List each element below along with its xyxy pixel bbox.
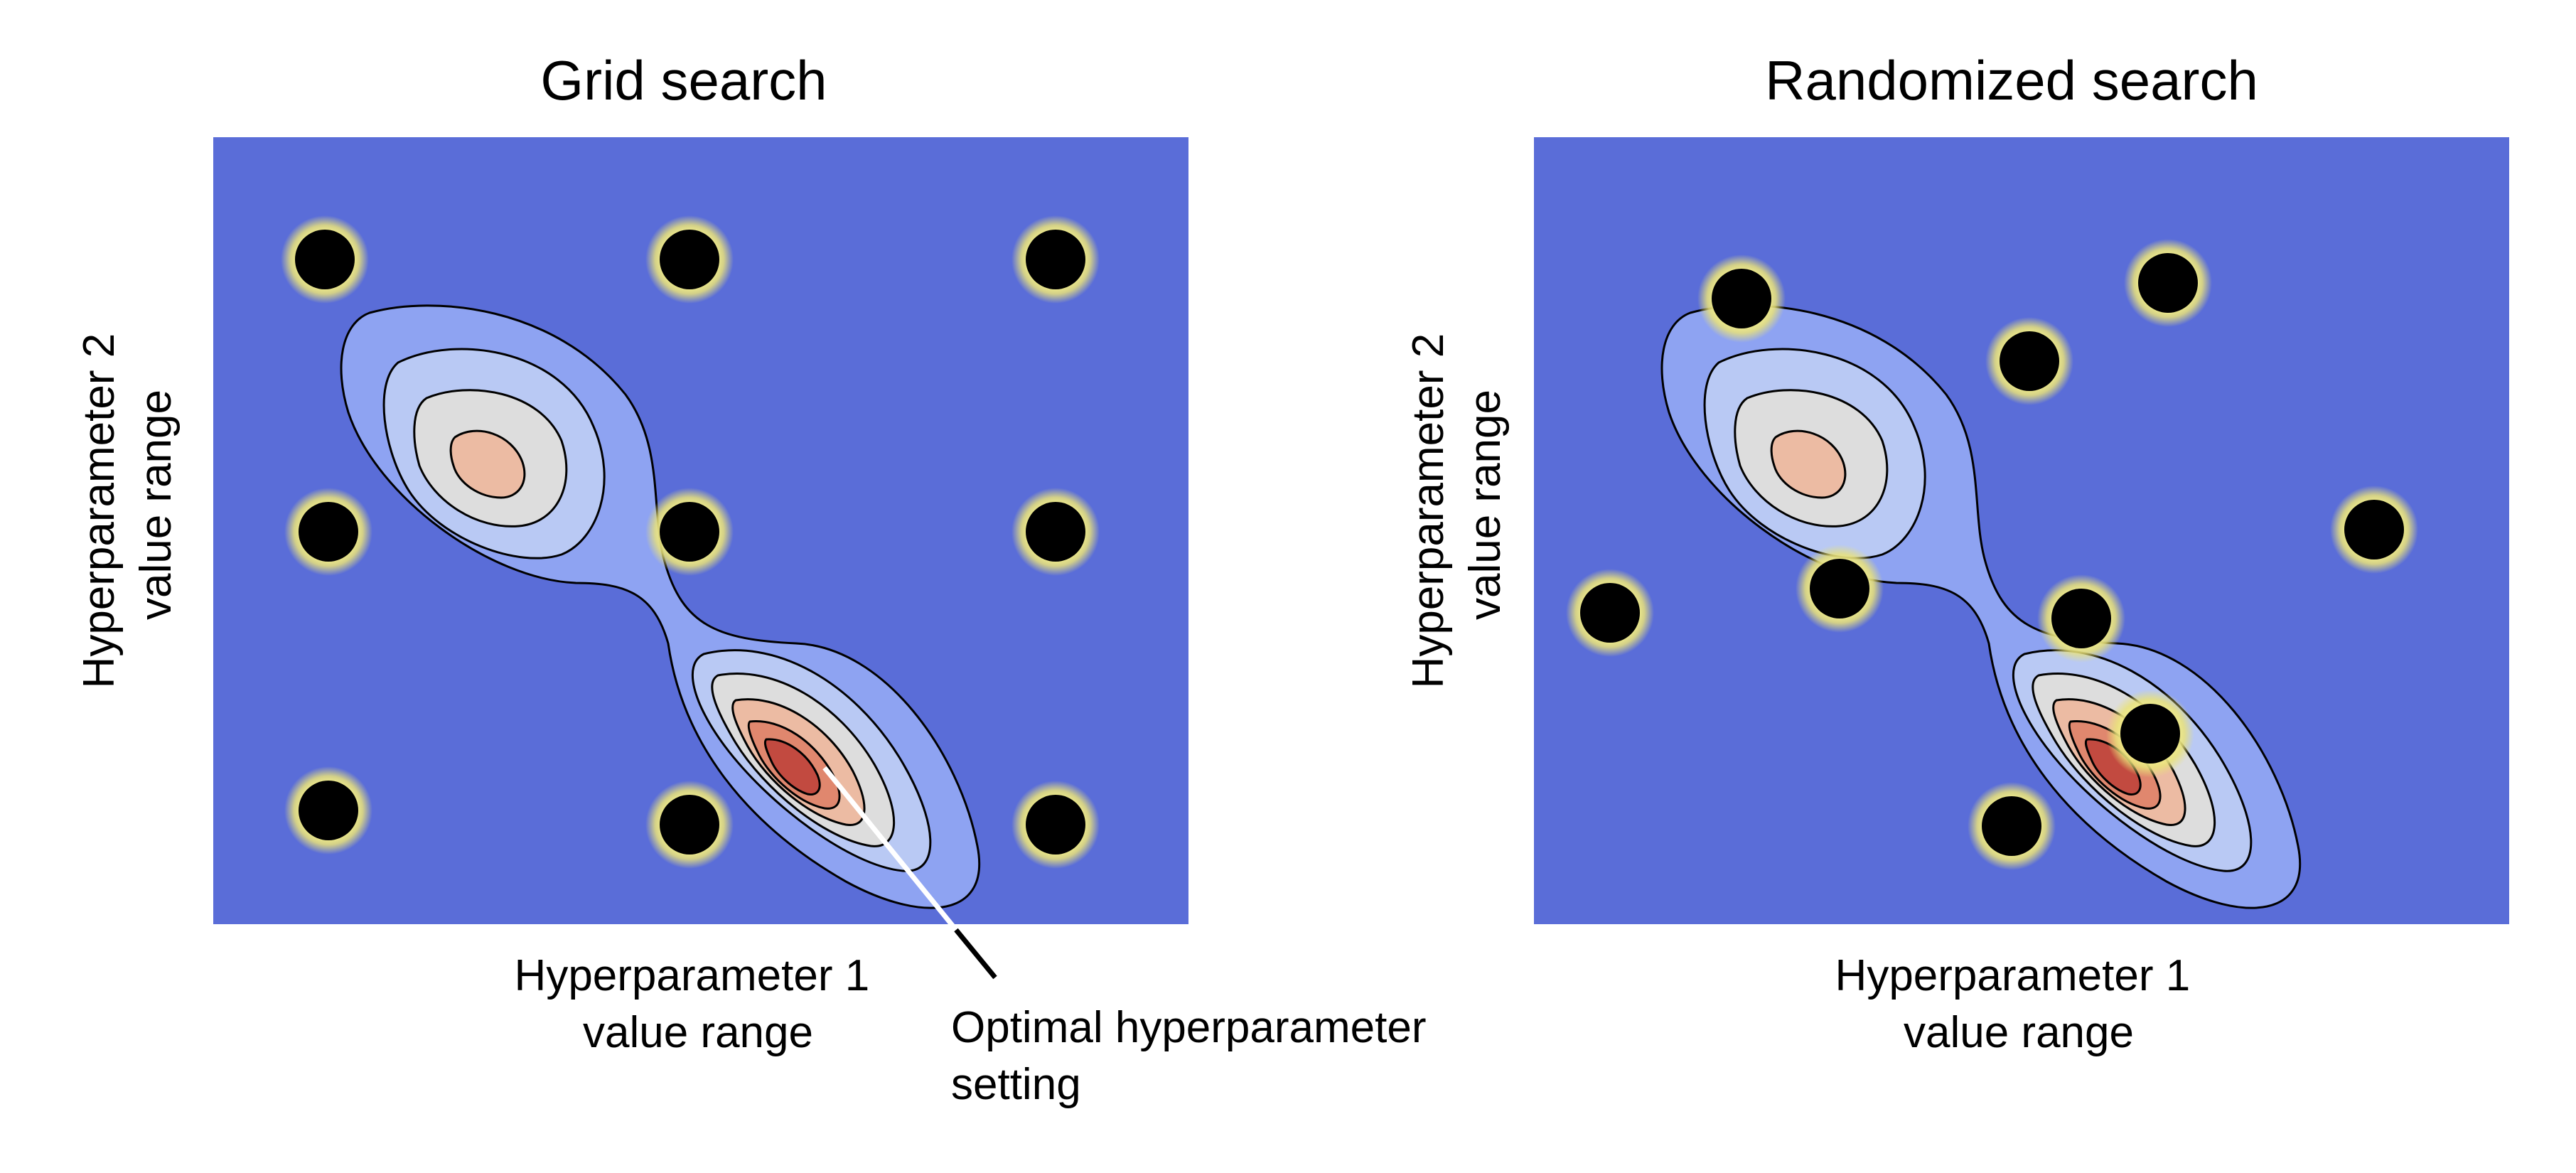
random-point-2 xyxy=(2124,239,2212,327)
random-point-7 xyxy=(2037,574,2125,663)
x-axis-label-line-2: value range xyxy=(1904,1008,2134,1057)
y-axis-label-line-2: value range xyxy=(132,390,181,620)
grid-point-r1c3 xyxy=(1011,215,1100,304)
optimum-pointer-black xyxy=(954,928,997,980)
optimum-annotation-line-1: Optimal hyperparameter xyxy=(951,1003,1427,1052)
x-axis-label: Hyperparameter 1 value range xyxy=(1835,951,2203,1057)
panel-title: Grid search xyxy=(540,49,827,112)
random-point-8 xyxy=(2106,690,2194,778)
y-axis-label-line-1: Hyperparameter 2 xyxy=(75,333,124,689)
x-axis-label-line-2: value range xyxy=(583,1008,813,1057)
random-point-6 xyxy=(1796,545,1884,633)
optimum-annotation-line-2: setting xyxy=(951,1060,1081,1109)
randomized-search-panel: Randomized search Hyperparameter 2 value… xyxy=(1404,49,2509,1057)
panel-title: Randomized search xyxy=(1765,49,2258,112)
grid-point-r2c2 xyxy=(645,488,734,576)
random-point-5 xyxy=(1566,569,1654,657)
grid-point-r3c1 xyxy=(284,766,372,855)
grid-point-r1c2 xyxy=(645,215,734,304)
y-axis-label: Hyperparameter 2 value range xyxy=(1404,321,1510,689)
random-point-1 xyxy=(1697,255,1786,343)
grid-point-r3c3 xyxy=(1011,781,1100,869)
y-axis-label-line-1: Hyperparameter 2 xyxy=(1404,333,1453,689)
grid-point-r2c3 xyxy=(1011,488,1100,576)
grid-points xyxy=(281,215,1100,869)
random-point-3 xyxy=(1985,317,2073,405)
x-axis-label-line-1: Hyperparameter 1 xyxy=(515,951,870,1000)
random-point-4 xyxy=(2330,486,2418,574)
random-points xyxy=(1566,239,2418,870)
optimum-pointer-white xyxy=(822,766,958,932)
random-point-9 xyxy=(1968,782,2056,870)
x-axis-label: Hyperparameter 1 value range xyxy=(515,951,882,1057)
grid-point-r3c2 xyxy=(645,781,734,869)
optimum-annotation: Optimal hyperparameter setting xyxy=(951,1003,1439,1109)
grid-point-r1c1 xyxy=(281,215,369,304)
y-axis-label-line-2: value range xyxy=(1461,390,1510,620)
x-axis-label-line-1: Hyperparameter 1 xyxy=(1835,951,2191,1000)
grid-point-r2c1 xyxy=(284,488,372,576)
y-axis-label: Hyperparameter 2 value range xyxy=(75,321,181,689)
grid-search-panel: Grid search Hyperparameter 2 value range… xyxy=(75,49,1439,1109)
